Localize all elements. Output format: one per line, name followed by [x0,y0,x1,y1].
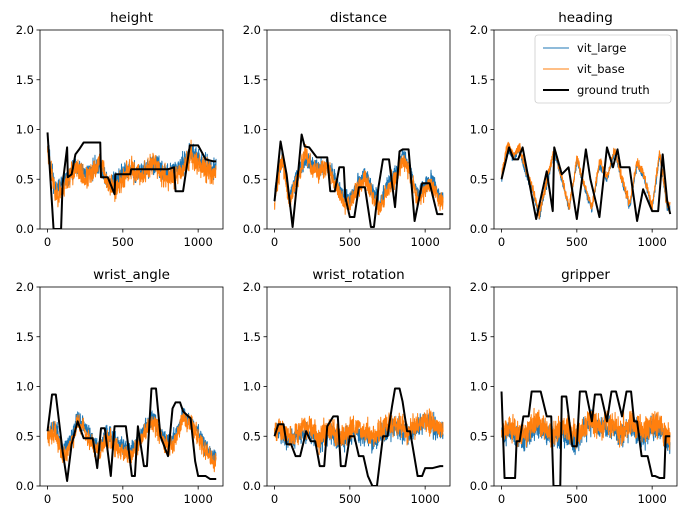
y-tick-label: 1.5 [16,73,34,87]
series-line-vit-base [501,407,671,451]
legend-label: ground truth [577,83,650,97]
x-tick-label: 0 [271,492,278,506]
y-tick-label: 0.5 [243,429,261,443]
x-tick-label: 0 [498,492,505,506]
y-tick-label: 0.5 [16,172,34,186]
x-tick-label: 500 [112,235,134,249]
x-tick-label: 1000 [184,235,213,249]
y-tick-label: 0.0 [243,479,261,493]
y-tick-label: 1.5 [16,330,34,344]
y-tick-label: 2.0 [470,23,488,37]
chart-title: height [110,10,153,26]
y-tick-label: 1.0 [470,380,488,394]
x-tick-label: 500 [112,492,134,506]
y-tick-label: 2.0 [470,280,488,294]
panel-gripper: 0.0 0.5 1.0 1.5 2.0 0 500 1000 gripper [470,267,678,506]
y-tick-label: 1.5 [470,73,488,87]
panel-distance: 0.0 0.5 1.0 1.5 2.0 0 500 1000 distance [243,10,451,249]
y-tick-label: 1.0 [243,380,261,394]
x-tick-label: 1000 [411,492,440,506]
y-tick-label: 1.0 [16,380,34,394]
y-tick-label: 0.5 [470,429,488,443]
x-tick-label: 0 [498,235,505,249]
series-line-vit-base [47,411,217,473]
y-tick-label: 2.0 [16,280,34,294]
panel-heading: 0.00.51.01.52.00 500 1000headingvit_largev… [470,10,678,249]
y-tick-label: 0.0 [16,222,34,236]
axes-frame [39,29,224,230]
y-tick-label: 0.0 [470,479,488,493]
chart-title: distance [330,10,387,26]
axes-frame [493,286,678,487]
y-tick-label: 0.0 [243,222,261,236]
x-tick-label: 0 [44,492,51,506]
series-line-ground-truth [273,387,444,486]
x-tick-label: 0 [44,235,51,249]
y-tick-label: 0.5 [243,172,261,186]
legend-box [534,34,672,104]
series-line-ground-truth [46,132,217,229]
x-tick-label: 500 [339,235,361,249]
x-tick-label: 0 [271,235,278,249]
series-line-ground-truth [500,390,671,486]
legend-label: vit_large [577,41,626,55]
y-tick-label: 1.0 [243,123,261,137]
x-tick-label: 1000 [638,492,667,506]
series-line-ground-truth [273,133,444,229]
x-tick-label: 500 [339,492,361,506]
series-line-ground-truth [500,146,672,223]
series-line-vit-base [274,408,444,456]
y-tick-label: 0.5 [470,172,488,186]
x-tick-label: 500 [566,492,588,506]
panel-wrist-angle: 0.0 0.5 1.0 1.5 2.0 0 500 1000 wrist_angle [16,267,224,506]
chart-title: gripper [561,267,610,283]
series-line-ground-truth [46,387,217,483]
x-tick-label: 500 [566,235,588,249]
y-tick-label: 1.5 [470,330,488,344]
y-tick-label: 2.0 [16,23,34,37]
y-tick-label: 1.0 [470,123,488,137]
y-tick-label: 1.5 [243,73,261,87]
x-tick-label: 1000 [184,492,213,506]
y-tick-label: 1.5 [243,330,261,344]
legend-label: vit_base [577,62,625,76]
series-line-vit-base [47,139,217,208]
x-tick-label: 1000 [411,235,440,249]
y-tick-label: 2.0 [243,23,261,37]
y-tick-label: 1.0 [16,123,34,137]
chart-title: wrist_angle [93,267,170,283]
y-tick-label: 0.0 [16,479,34,493]
y-tick-label: 0.5 [16,429,34,443]
x-tick-label: 1000 [638,235,667,249]
chart-title: wrist_rotation [312,267,404,283]
panel-wrist-rotation: 0.0 0.5 1.0 1.5 2.0 0 500 1000 wrist_rotation [243,267,451,506]
y-tick-label: 0.0 [470,222,488,236]
series-line-vit-base [274,143,444,216]
y-tick-label: 2.0 [243,280,261,294]
chart-title: heading [558,10,613,26]
panel-height: 0.0 0.5 1.0 1.5 2.0 0 500 1000 height [16,10,224,249]
